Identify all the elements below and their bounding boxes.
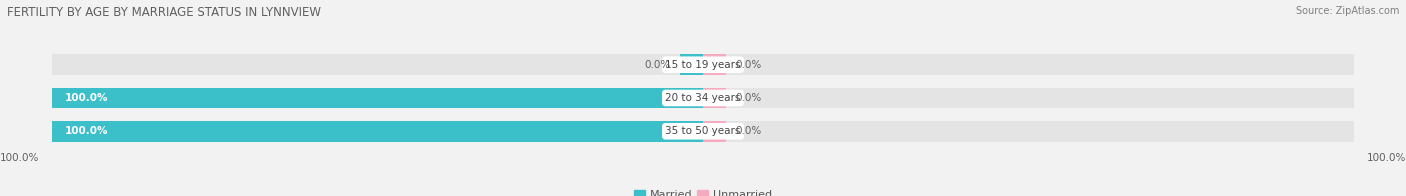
Text: 0.0%: 0.0% — [735, 126, 762, 136]
Bar — [52, 54, 703, 75]
Text: 100.0%: 100.0% — [1367, 152, 1406, 162]
Bar — [52, 88, 703, 108]
Text: 15 to 19 years: 15 to 19 years — [665, 60, 741, 70]
Text: 0.0%: 0.0% — [644, 60, 671, 70]
Text: 100.0%: 100.0% — [0, 152, 39, 162]
Text: 0.0%: 0.0% — [735, 60, 762, 70]
Text: 0.0%: 0.0% — [735, 93, 762, 103]
Text: 35 to 50 years: 35 to 50 years — [665, 126, 741, 136]
Bar — [703, 88, 1354, 108]
Bar — [703, 121, 725, 142]
Bar — [703, 88, 725, 108]
Text: 100.0%: 100.0% — [65, 93, 108, 103]
Text: Source: ZipAtlas.com: Source: ZipAtlas.com — [1295, 6, 1399, 16]
Bar — [52, 121, 703, 142]
Text: 20 to 34 years: 20 to 34 years — [665, 93, 741, 103]
Bar — [703, 54, 725, 75]
Text: FERTILITY BY AGE BY MARRIAGE STATUS IN LYNNVIEW: FERTILITY BY AGE BY MARRIAGE STATUS IN L… — [7, 6, 321, 19]
Text: 100.0%: 100.0% — [65, 126, 108, 136]
Bar — [703, 54, 1354, 75]
Bar — [681, 54, 703, 75]
Bar — [52, 121, 703, 142]
Bar — [52, 88, 703, 108]
Bar — [703, 121, 1354, 142]
Legend: Married, Unmarried: Married, Unmarried — [630, 185, 776, 196]
